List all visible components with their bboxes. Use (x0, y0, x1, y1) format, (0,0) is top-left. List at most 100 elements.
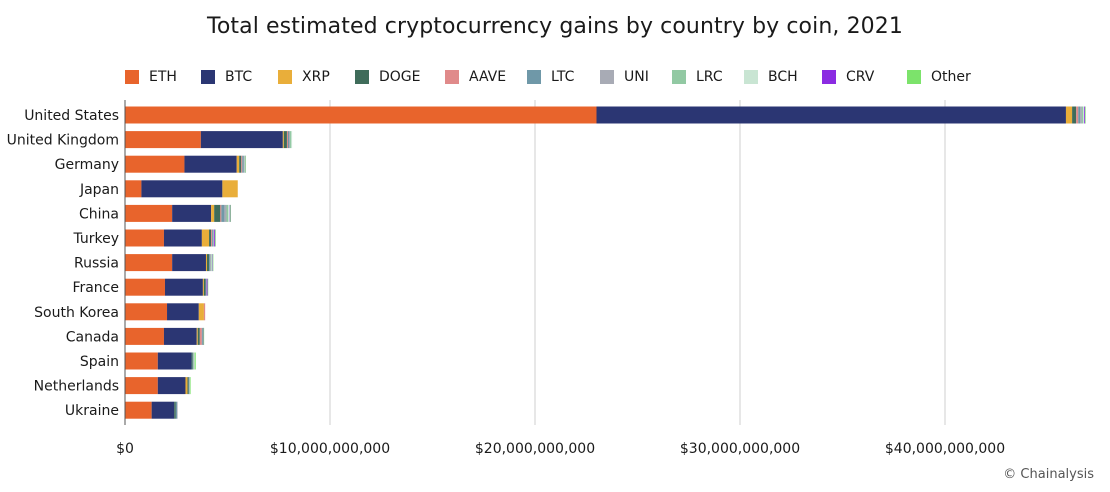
legend-item-crv: CRV (822, 66, 874, 88)
bar-united-states-uni (1080, 106, 1082, 124)
bar-turkey-eth (125, 229, 164, 247)
bar-china-bch (228, 204, 230, 222)
bar-netherlands-eth (125, 377, 158, 395)
bar-germany-ltc (242, 155, 244, 173)
bar-russia-doge (207, 254, 210, 272)
bar-france-ltc (205, 278, 207, 296)
bar-netherlands-other (189, 377, 191, 395)
y-tick-label: China (79, 206, 119, 222)
bar-russia-uni (210, 254, 212, 272)
bar-united-states-btc (596, 106, 1066, 124)
bar-spain-btc (157, 352, 192, 370)
bar-russia-btc (172, 254, 206, 272)
bar-germany-aave (241, 155, 243, 173)
bar-turkey-crv (214, 229, 216, 247)
legend-swatch (672, 70, 686, 84)
legend-label: XRP (302, 69, 330, 85)
y-tick-label: Japan (79, 182, 119, 198)
legend-swatch (907, 70, 921, 84)
bar-spain-other (194, 352, 196, 370)
source-credit: © Chainalysis (1003, 467, 1094, 482)
bar-ukraine-eth (125, 401, 152, 419)
bar-united-kingdom-doge (283, 131, 287, 149)
bar-russia-eth (125, 254, 173, 272)
y-tick-label: Canada (66, 329, 119, 345)
bar-germany-lrc (244, 155, 245, 173)
bar-united-kingdom-lrc (290, 131, 292, 149)
bar-china-other (230, 204, 231, 222)
bar-united-states-aave (1076, 106, 1079, 124)
bar-netherlands-btc (157, 377, 186, 395)
bar-germany-doge (239, 155, 242, 173)
bar-netherlands-ltc (188, 377, 190, 395)
bar-japan-eth (125, 180, 142, 198)
bar-france-eth (125, 278, 165, 296)
y-tick-label: France (72, 280, 119, 296)
bar-united-states-lrc (1081, 106, 1084, 124)
legend-label: BCH (768, 69, 798, 85)
y-tick-label: Germany (55, 157, 119, 173)
bar-china-btc (172, 204, 212, 222)
y-tick-label: Netherlands (34, 379, 119, 395)
legend-label: Other (931, 69, 971, 85)
bar-germany-bch (244, 155, 246, 173)
bar-france-btc (164, 278, 203, 296)
legend-item-uni: UNI (600, 66, 649, 88)
bar-germany-other (245, 155, 246, 173)
bar-france-crv (206, 278, 208, 296)
y-tick-label: South Korea (34, 305, 119, 321)
legend-item-other: Other (907, 66, 971, 88)
y-tick-label: Ukraine (65, 403, 119, 419)
legend-label: ETH (149, 69, 177, 85)
bar-ukraine-doge (174, 401, 176, 419)
legend-item-bch: BCH (744, 66, 798, 88)
bar-japan-xrp (222, 180, 238, 198)
bar-france-xrp (202, 278, 204, 296)
y-tick-label: Turkey (72, 231, 119, 247)
bar-united-states-eth (125, 106, 597, 124)
bar-spain-ltc (192, 352, 194, 370)
bar-russia-crv (212, 254, 213, 272)
bar-south-korea-aave (203, 303, 206, 321)
x-tick-label: $30,000,000,000 (680, 441, 800, 457)
bar-united-states-crv (1084, 106, 1086, 124)
bar-spain-bch (194, 352, 195, 370)
bar-france-doge (203, 278, 206, 296)
bar-united-kingdom-btc (200, 131, 283, 149)
bar-netherlands-uni (188, 377, 190, 395)
bar-netherlands-lrc (189, 377, 190, 395)
bar-united-kingdom-ltc (287, 131, 289, 149)
legend-item-btc: BTC (201, 66, 252, 88)
x-tick-label: $20,000,000,000 (475, 441, 595, 457)
bar-turkey-other (215, 229, 216, 247)
bar-united-kingdom-eth (125, 131, 201, 149)
bar-turkey-doge (209, 229, 212, 247)
bar-united-kingdom-bch (291, 131, 293, 149)
bar-canada-btc (163, 327, 197, 345)
legend-label: AAVE (469, 69, 507, 85)
legend-label: UNI (624, 69, 649, 85)
bar-japan-btc (141, 180, 223, 198)
bar-china-lrc (226, 204, 229, 222)
legend-label: LTC (551, 69, 575, 85)
bar-turkey-ltc (212, 229, 214, 247)
bar-turkey-btc (163, 229, 202, 247)
y-tick-label: Russia (74, 256, 119, 272)
bar-canada-aave (199, 327, 202, 345)
bar-united-kingdom-aave (286, 131, 288, 149)
legend-item-ltc: LTC (527, 66, 574, 88)
bar-canada-xrp (196, 327, 198, 345)
bar-russia-lrc (211, 254, 212, 272)
bar-ukraine-ltc (175, 401, 178, 419)
bar-russia-xrp (205, 254, 207, 272)
bar-canada-ltc (201, 327, 203, 345)
legend-swatch (355, 70, 369, 84)
bar-germany-xrp (236, 155, 240, 173)
bar-united-states-other (1085, 106, 1086, 124)
bar-china-doge (214, 204, 221, 222)
bar-france-uni (206, 278, 207, 296)
y-tick-label: United Kingdom (7, 133, 119, 149)
bar-germany-uni (243, 155, 245, 173)
bar-united-states-bch (1083, 106, 1085, 124)
